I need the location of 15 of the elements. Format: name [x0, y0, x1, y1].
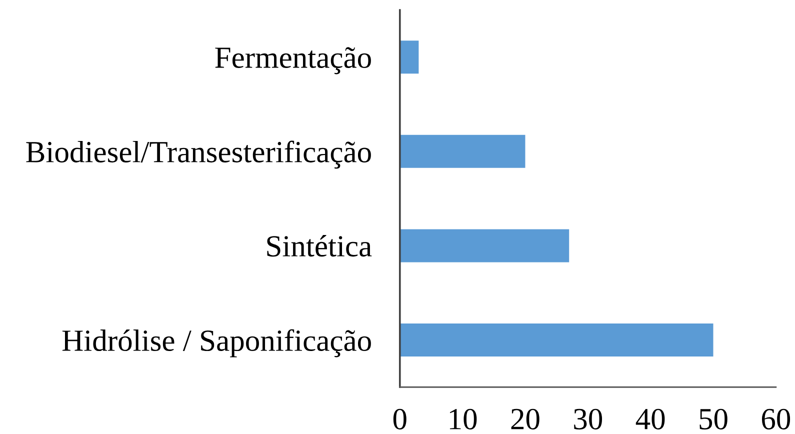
x-tick-label: 40 [636, 408, 665, 430]
x-tick-label: 20 [511, 408, 540, 430]
x-tick-label: 50 [700, 408, 728, 430]
bar [400, 229, 570, 262]
y-tick-label: Sintética [267, 235, 372, 257]
x-tick-label: 30 [574, 408, 602, 430]
x-tick-label: 0 [393, 408, 406, 430]
y-tick-label: Fermentação [215, 47, 371, 74]
x-tick-label: 10 [450, 408, 477, 430]
y-tick-label: Biodiesel/Transesterificação [26, 140, 371, 169]
bar [400, 134, 526, 168]
bar [400, 40, 419, 74]
y-tick-label: Hidrólise / Saponificação [62, 329, 371, 358]
x-tick-label: 60 [762, 408, 790, 430]
bar [400, 323, 714, 356]
